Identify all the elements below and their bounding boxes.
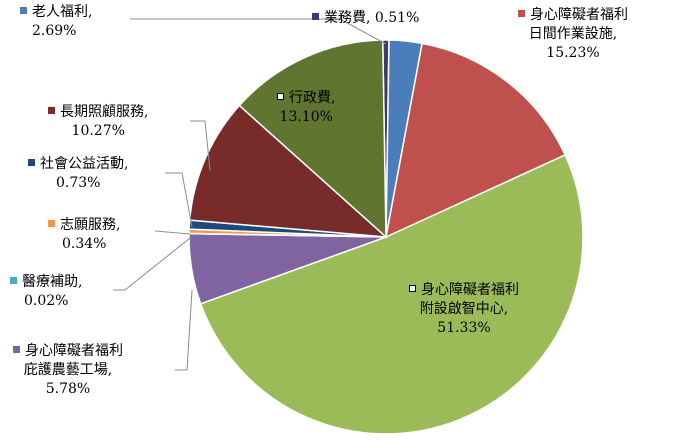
label-yiliao: 醫療補助, 0.02% (10, 273, 82, 311)
label-zhineng: 身心障礙者福利 附設啟智中心, 51.33% (409, 281, 519, 338)
pie-slice-rijian (384, 42, 567, 239)
label-rijian: 身心障礙者福利 日間作業設施, 15.23% (518, 6, 628, 63)
label-changqi: 長期照顧服務, 10.27% (48, 103, 148, 141)
pie-slice-xingzheng (238, 39, 387, 239)
leader-line-zhiyuan (154, 230, 191, 235)
label-nongyi: 身心障礙者福利 庇護農藝工場, 5.78% (13, 342, 123, 399)
pie-slice-zhineng (199, 153, 584, 435)
label-xingzheng: 行政費, 13.10% (277, 89, 335, 127)
legend-swatch-changqi (48, 107, 55, 114)
label-laoren: 老人福利, 2.69% (20, 3, 92, 41)
label-shehui: 社會公益活動, 0.73% (28, 155, 128, 193)
legend-swatch-xingzheng (277, 93, 284, 100)
legend-swatch-shehui (28, 159, 35, 166)
legend-swatch-yewu (312, 13, 319, 20)
label-zhiyuan: 志願服務, 0.34% (48, 216, 120, 254)
leader-line-shehui (165, 172, 193, 228)
label-yewu: 業務費, 0.51% (312, 9, 419, 28)
leader-line-changqi (190, 120, 211, 171)
legend-swatch-zhineng (409, 285, 416, 292)
leader-line-laoren (130, 18, 387, 45)
legend-swatch-laoren (20, 7, 27, 14)
pie-slice-changqi (188, 104, 389, 238)
legend-swatch-nongyi (13, 346, 20, 353)
legend-swatch-zhiyuan (48, 220, 55, 227)
legend-swatch-rijian (518, 10, 525, 17)
leader-line-yiliao (113, 237, 191, 291)
legend-swatch-yiliao (10, 277, 17, 284)
leader-line-nongyi (175, 289, 193, 371)
